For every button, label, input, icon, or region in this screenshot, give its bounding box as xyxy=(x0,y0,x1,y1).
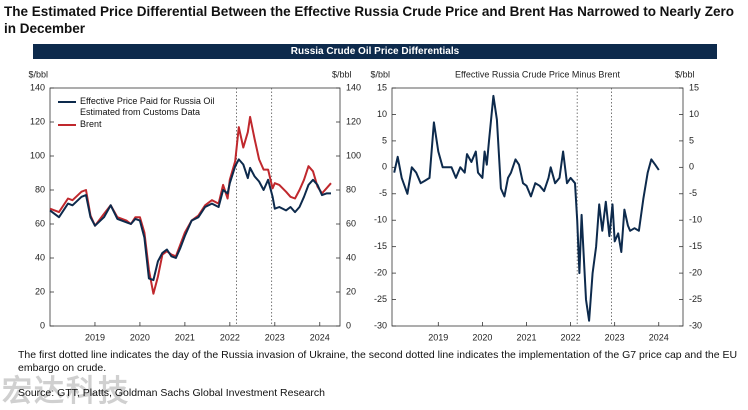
x-tick-label: 2019 xyxy=(85,332,105,342)
y2-tick-label: 5 xyxy=(689,135,694,145)
y-tick-label: 0 xyxy=(382,162,387,172)
note: The first dotted line indicates the day … xyxy=(18,349,738,374)
plot-frame xyxy=(391,87,684,327)
y2-tick-label: 60 xyxy=(346,218,356,228)
y2-tick-label: 100 xyxy=(346,150,361,160)
y-tick-label: 80 xyxy=(35,184,45,194)
y2-tick-label: -15 xyxy=(689,241,702,251)
series-line xyxy=(49,158,331,282)
series-line xyxy=(393,94,660,322)
y-tick-label: -5 xyxy=(379,188,387,198)
x-tick-label: 2022 xyxy=(220,332,240,342)
x-tick-label: 2021 xyxy=(516,332,536,342)
x-tick-label: 2022 xyxy=(561,332,581,342)
legend-label: Brent xyxy=(80,119,102,129)
y-tick-label: 60 xyxy=(35,218,45,228)
plot-frame xyxy=(49,87,341,327)
x-tick-label: 2024 xyxy=(310,332,330,342)
y-tick-label: -20 xyxy=(374,267,387,277)
y2-tick-label: 0 xyxy=(346,320,351,330)
y2-axis-label: $/bbl xyxy=(675,69,695,79)
y2-tick-label: 80 xyxy=(346,184,356,194)
x-tick-label: 2023 xyxy=(605,332,625,342)
y-tick-label: 100 xyxy=(30,150,45,160)
y2-tick-label: 20 xyxy=(346,286,356,296)
y2-tick-label: 120 xyxy=(346,116,361,126)
legend-entry: Effective Price Paid for Russia Oil Esti… xyxy=(58,96,225,118)
y2-tick-label: 40 xyxy=(346,252,356,262)
y-tick-label: 140 xyxy=(30,82,45,92)
title: The Estimated Price Differential Between… xyxy=(4,4,734,36)
y2-axis-label: $/bbl xyxy=(332,69,352,79)
x-tick-label: 2020 xyxy=(472,332,492,342)
y-tick-label: 40 xyxy=(35,252,45,262)
y-tick-label: 5 xyxy=(382,135,387,145)
y-axis-label: $/bbl xyxy=(370,69,390,79)
x-tick-label: 2021 xyxy=(175,332,195,342)
x-tick-label: 2024 xyxy=(649,332,669,342)
chart-title: Effective Russia Crude Price Minus Brent xyxy=(455,69,620,79)
legend-entry: Brent xyxy=(58,119,225,130)
y2-tick-label: -20 xyxy=(689,267,702,277)
y-tick-label: -10 xyxy=(374,215,387,225)
y2-tick-label: -10 xyxy=(689,215,702,225)
legend: Effective Price Paid for Russia Oil Esti… xyxy=(58,96,225,131)
y-tick-label: -30 xyxy=(374,320,387,330)
y-tick-label: 0 xyxy=(40,320,45,330)
banner: Russia Crude Oil Price Differentials xyxy=(33,44,717,59)
y-tick-label: 120 xyxy=(30,116,45,126)
watermark: 宏达科技 xyxy=(2,375,130,408)
y2-tick-label: 0 xyxy=(689,162,694,172)
x-tick-label: 2019 xyxy=(428,332,448,342)
x-tick-label: 2023 xyxy=(265,332,285,342)
y-tick-label: 10 xyxy=(377,109,387,119)
legend-swatch xyxy=(58,124,76,126)
y-tick-label: 20 xyxy=(35,286,45,296)
source: Source: GTT, Platts, Goldman Sachs Globa… xyxy=(18,387,325,399)
y2-tick-label: -30 xyxy=(689,320,702,330)
y2-tick-label: 10 xyxy=(689,109,699,119)
legend-label: Effective Price Paid for Russia Oil Esti… xyxy=(80,96,215,117)
y2-tick-label: 15 xyxy=(689,82,699,92)
y2-tick-label: -25 xyxy=(689,294,702,304)
x-tick-label: 2020 xyxy=(130,332,150,342)
y-tick-label: -15 xyxy=(374,241,387,251)
y-tick-label: 15 xyxy=(377,82,387,92)
y2-tick-label: 140 xyxy=(346,82,361,92)
y-tick-label: -25 xyxy=(374,294,387,304)
legend-swatch xyxy=(58,101,76,103)
y2-tick-label: -5 xyxy=(689,188,697,198)
series-line xyxy=(49,115,332,295)
y-axis-label: $/bbl xyxy=(28,69,48,79)
